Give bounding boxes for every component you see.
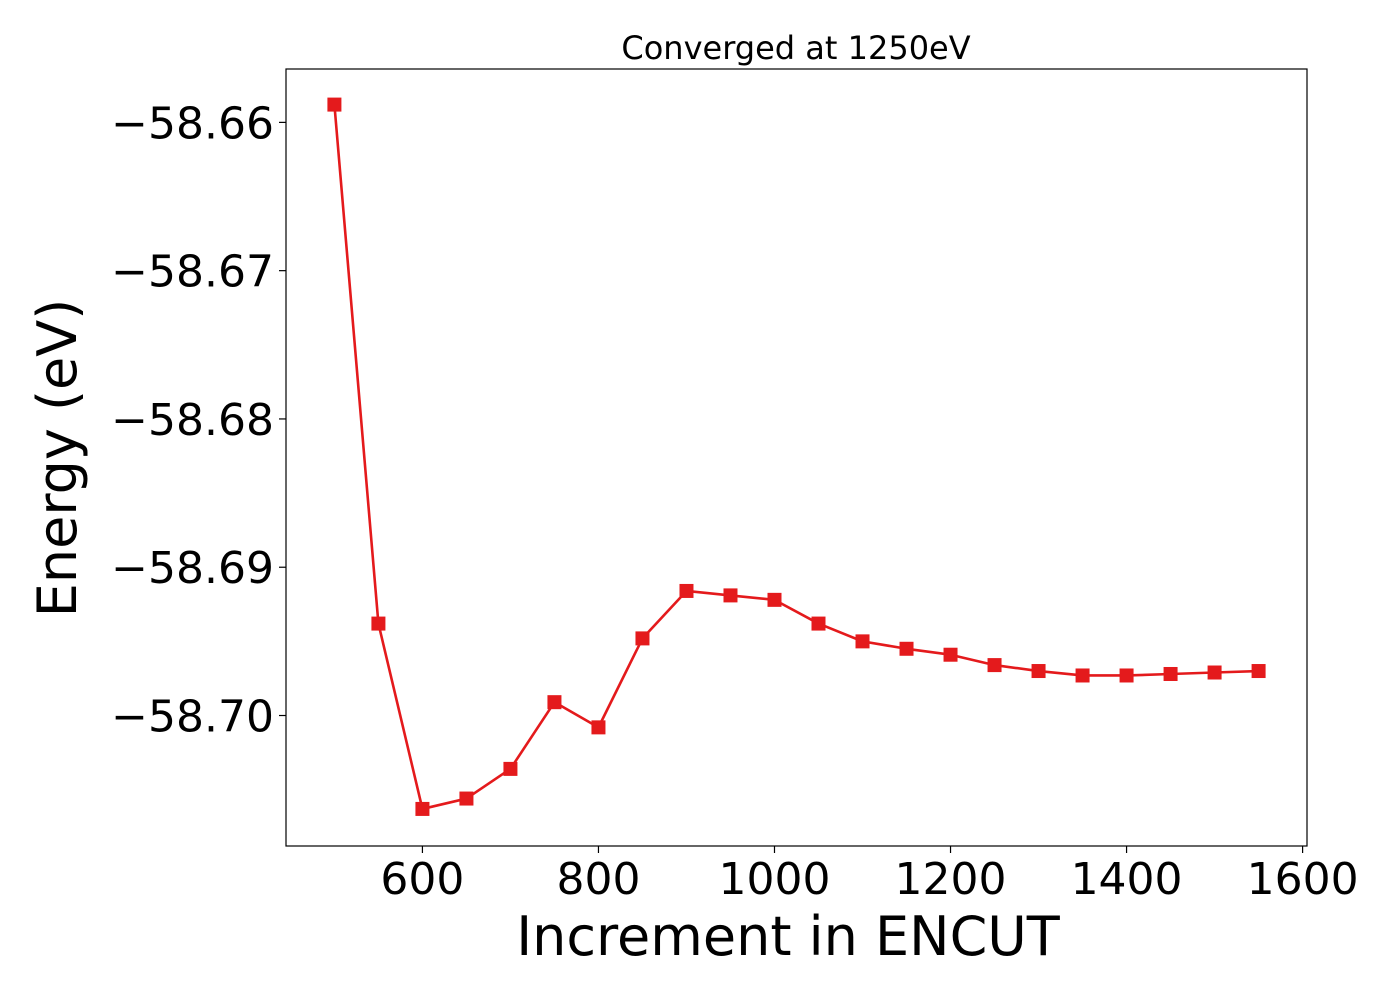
plot-frame — [285, 68, 1308, 847]
x-tick-label: 1400 — [1071, 854, 1183, 905]
x-axis-title: Increment in ENCUT — [516, 905, 1061, 968]
data-point-marker — [1031, 664, 1046, 679]
data-point-marker — [635, 631, 650, 646]
y-axis-title: Energy (eV) — [26, 299, 89, 618]
data-point-marker — [1163, 666, 1178, 681]
data-point-marker — [723, 588, 738, 603]
chart-title: Converged at 1250eV — [621, 29, 970, 67]
y-tick-label: −58.67 — [111, 247, 274, 298]
x-tick-label: 1600 — [1247, 854, 1359, 905]
data-point-marker — [767, 592, 782, 607]
x-tick-label: 600 — [380, 854, 464, 905]
data-point-marker — [415, 801, 430, 816]
data-point-marker — [1251, 664, 1266, 679]
x-axis: 600 800 1000 1200 1400 1600 — [380, 846, 1359, 905]
x-tick-label: 1000 — [719, 854, 831, 905]
data-point-marker — [1075, 668, 1090, 683]
data-point-marker — [459, 791, 474, 806]
y-tick-label: −58.66 — [111, 98, 274, 149]
plot-area — [327, 97, 1266, 816]
data-point-marker — [987, 658, 1002, 673]
data-point-marker — [503, 761, 518, 776]
data-point-marker — [547, 695, 562, 710]
data-point-marker — [943, 647, 958, 662]
series-line — [333, 104, 1259, 811]
data-point-marker — [811, 616, 826, 631]
y-tick-label: −58.69 — [111, 543, 274, 594]
data-point-marker — [327, 97, 342, 112]
data-point-marker — [679, 583, 694, 598]
data-point-marker — [855, 634, 870, 649]
data-point-marker — [371, 616, 386, 631]
data-point-marker — [591, 720, 606, 735]
y-axis: −58.66 −58.67 −58.68 −58.69 −58.70 — [111, 98, 286, 743]
data-point-marker — [899, 641, 914, 656]
data-point-marker — [1119, 668, 1134, 683]
y-tick-label: −58.70 — [111, 692, 274, 743]
x-tick-label: 1200 — [895, 854, 1007, 905]
data-point-marker — [1207, 665, 1222, 680]
y-tick-label: −58.68 — [111, 395, 274, 446]
x-tick-label: 800 — [556, 854, 640, 905]
